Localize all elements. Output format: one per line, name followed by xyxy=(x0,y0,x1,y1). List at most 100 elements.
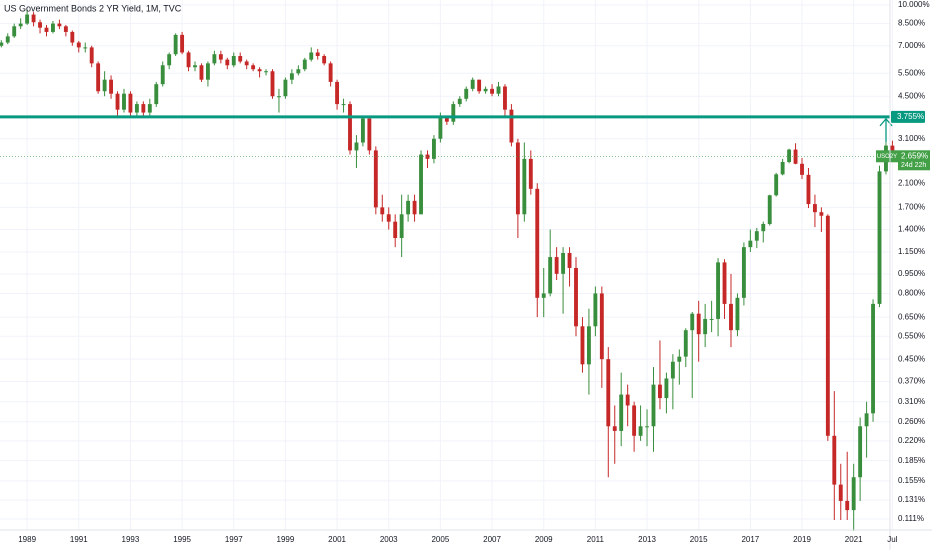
x-tick-label: 1995 xyxy=(173,535,191,544)
candle-body xyxy=(645,426,649,428)
symbol-box xyxy=(876,150,898,163)
candle-body xyxy=(515,142,520,215)
y-tick-label: 0.950% xyxy=(898,269,925,278)
candle-body xyxy=(109,79,114,94)
candle-body xyxy=(31,14,36,23)
candle-body xyxy=(632,405,637,436)
x-tick-label: 2015 xyxy=(690,535,708,544)
hline-label-box xyxy=(891,110,925,123)
candle-body xyxy=(70,31,75,43)
y-tick-label: 3.100% xyxy=(898,134,925,143)
candle-body xyxy=(735,297,740,331)
y-tick-label: 0.131% xyxy=(898,495,925,504)
grid xyxy=(0,0,893,530)
y-tick-label: 8.500% xyxy=(898,19,925,28)
y-tick-label: 0.450% xyxy=(898,354,925,363)
candle-body xyxy=(548,257,553,294)
candle-body xyxy=(567,253,572,268)
candle-body xyxy=(406,200,411,215)
candle-body xyxy=(509,109,514,143)
x-tick-label: 1993 xyxy=(122,535,140,544)
candle-body xyxy=(793,149,798,164)
candle-body xyxy=(722,262,727,304)
candle-body xyxy=(812,204,817,213)
hline-label: 3.755% xyxy=(897,112,924,121)
candle-body xyxy=(696,313,701,335)
candle-body xyxy=(625,394,630,406)
y-tick-label: 4.500% xyxy=(898,91,925,100)
candle-body xyxy=(380,207,385,215)
y-tick-label: 0.220% xyxy=(898,436,925,445)
candle-body xyxy=(335,81,340,105)
x-tick-label: 2013 xyxy=(638,535,656,544)
candle-body xyxy=(341,104,346,106)
candle-body xyxy=(147,104,152,113)
x-tick-label: Jul xyxy=(887,535,897,544)
candle-body xyxy=(393,221,398,239)
candle-body xyxy=(399,214,404,239)
price-label-box xyxy=(898,150,930,171)
candle-body xyxy=(477,79,482,92)
x-tick-label: 1991 xyxy=(70,535,88,544)
candle-body xyxy=(167,54,172,66)
candle-body xyxy=(18,23,23,27)
candle-body xyxy=(257,69,262,72)
candle-body xyxy=(0,42,4,46)
candle-body xyxy=(25,14,30,24)
y-tick-label: 10.000% xyxy=(898,0,930,9)
candle-body xyxy=(819,212,824,216)
x-tick-label: 1997 xyxy=(225,535,243,544)
candle-body xyxy=(425,154,430,159)
y-tick-label: 0.111% xyxy=(898,514,924,523)
y-tick-label: 0.800% xyxy=(898,289,925,298)
candle-body xyxy=(864,413,869,427)
candle-body xyxy=(218,54,223,60)
candle-body xyxy=(44,27,49,32)
price-label: 2.659% xyxy=(901,151,928,160)
x-tick-label: 2001 xyxy=(328,535,346,544)
candle-body xyxy=(83,47,88,49)
candle-body xyxy=(670,361,675,379)
candle-body xyxy=(225,59,230,66)
candle-body xyxy=(528,158,533,189)
candle-body xyxy=(483,88,488,92)
candle-body xyxy=(619,394,624,431)
candle-body xyxy=(496,86,501,94)
candle-body xyxy=(658,384,662,399)
x-tick-label: 2021 xyxy=(845,535,863,544)
candle-body xyxy=(173,34,178,55)
candle-body xyxy=(677,356,682,362)
y-tick-label: 0.550% xyxy=(898,331,925,340)
candle-body xyxy=(251,65,256,70)
candle-body xyxy=(832,435,837,485)
axes: 0.111% 0.131% 0.155% 0.185% 0.220% 0.260% 0.31… xyxy=(18,0,929,544)
candle-body xyxy=(231,55,236,66)
candle-body xyxy=(761,223,766,232)
y-tick-label: 0.310% xyxy=(898,397,925,406)
candle-body xyxy=(186,52,191,68)
candle-body xyxy=(115,93,120,110)
symbol-label: USO2Y xyxy=(877,154,897,160)
candle-body xyxy=(703,318,708,335)
candle-body xyxy=(599,293,604,360)
candle-body xyxy=(244,61,249,66)
candle-body xyxy=(51,23,55,32)
overlay: 3.755% USO2Y 2.659% 24d 22h xyxy=(0,110,930,171)
x-tick-label: 1999 xyxy=(277,535,295,544)
candle-body xyxy=(354,142,359,151)
candle-body xyxy=(767,195,772,224)
candle-body xyxy=(199,65,204,80)
candle-body xyxy=(328,63,333,82)
y-tick-label: 0.260% xyxy=(898,417,925,426)
candle-body xyxy=(457,98,462,105)
candle-body xyxy=(5,36,10,43)
candle-body xyxy=(554,257,559,274)
candle-body xyxy=(470,79,475,89)
candle-body xyxy=(432,138,436,159)
candle-body xyxy=(444,115,449,122)
candle-body xyxy=(89,47,94,64)
candle-body xyxy=(774,174,779,196)
x-tick-label: 2009 xyxy=(535,535,553,544)
candle-body xyxy=(729,303,733,331)
